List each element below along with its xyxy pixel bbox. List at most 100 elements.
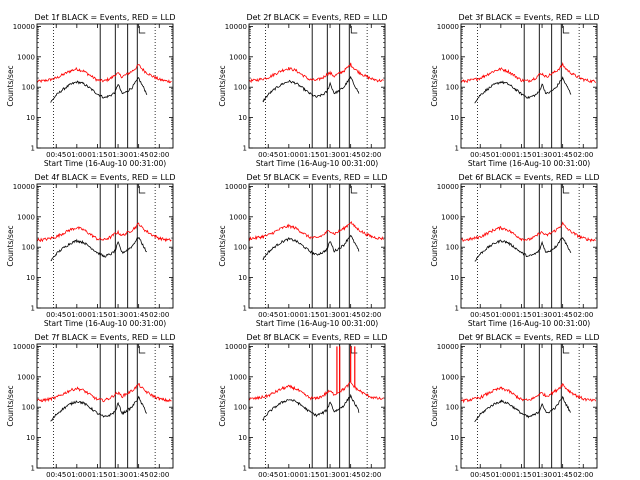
x-tick-label: 01:45: [553, 471, 573, 479]
y-tick-label: 100: [22, 244, 35, 252]
lld-series-line: [248, 62, 384, 84]
x-tick-label: 01:30: [320, 311, 340, 319]
panel-title: Det 3f BLACK = Events, RED = LLD: [458, 13, 599, 22]
y-axis-label: Counts/sec: [430, 65, 439, 106]
x-tick-label: 01:00: [279, 311, 299, 319]
x-axis-label: Start Time (16-Aug-10 00:31:00): [468, 319, 590, 328]
y-tick-label: 1000: [441, 53, 459, 61]
x-tick-label: 02:00: [361, 151, 381, 159]
lld-series-line: [460, 382, 596, 404]
y-tick-label: 1: [243, 305, 247, 313]
x-tick-label: 01:45: [341, 151, 361, 159]
panel-9: Det 9f BLACK = Events, RED = LLD 1 10 100 10…: [430, 333, 600, 480]
panel-title: Det 4f BLACK = Events, RED = LLD: [34, 173, 175, 182]
x-tick-label: 01:45: [129, 471, 149, 479]
y-tick-label: 10000: [13, 343, 35, 351]
y-tick-label: 1000: [17, 53, 35, 61]
lld-series-line: [248, 381, 384, 401]
y-tick-label: 10000: [225, 23, 247, 31]
marker-flag: [562, 26, 570, 34]
lld-series-line: [36, 383, 172, 403]
lld-series-line: [460, 221, 596, 243]
y-axis-label: Counts/sec: [218, 385, 227, 426]
panel-1: Det 1f BLACK = Events, RED = LLD 1 10 100 10…: [6, 13, 176, 168]
x-tick-label: 01:30: [532, 151, 552, 159]
x-tick-label: 00:45: [46, 311, 66, 319]
x-tick-label: 02:00: [149, 311, 169, 319]
events-series-line: [50, 77, 148, 103]
lld-series-line: [36, 222, 172, 243]
x-tick-label: 01:45: [341, 471, 361, 479]
y-tick-label: 1: [31, 465, 35, 473]
marker-flag: [562, 186, 570, 194]
events-series-line: [50, 236, 148, 262]
x-tick-label: 00:45: [470, 311, 490, 319]
x-axis-label: Start Time (16-Aug-10 00:31:00): [44, 319, 166, 328]
x-tick-label: 01:00: [67, 311, 87, 319]
plot-frame: [460, 183, 598, 309]
x-tick-label: 01:45: [129, 151, 149, 159]
panel-title: Det 9f BLACK = Events, RED = LLD: [458, 333, 599, 342]
y-tick-label: 1: [243, 145, 247, 153]
y-tick-label: 10: [450, 274, 459, 282]
y-axis-label: Counts/sec: [6, 385, 15, 426]
y-tick-label: 1000: [17, 213, 35, 221]
y-tick-label: 100: [446, 244, 459, 252]
x-tick-label: 01:45: [341, 311, 361, 319]
panel-6: Det 6f BLACK = Events, RED = LLD 1 10 100 10…: [430, 173, 600, 328]
x-tick-label: 02:00: [573, 151, 593, 159]
y-tick-label: 100: [234, 404, 247, 412]
marker-flag: [350, 26, 358, 34]
lld-series-line: [36, 64, 172, 84]
x-tick-label: 01:30: [320, 151, 340, 159]
y-tick-label: 100: [22, 404, 35, 412]
x-tick-label: 00:45: [46, 471, 66, 479]
x-axis-label: Start Time (16-Aug-10 00:31:00): [256, 319, 378, 328]
events-series-line: [262, 393, 360, 421]
x-tick-label: 01:30: [108, 311, 128, 319]
x-tick-label: 01:00: [491, 471, 511, 479]
events-series-line: [50, 395, 148, 422]
y-tick-label: 100: [234, 84, 247, 92]
y-tick-label: 10: [238, 114, 247, 122]
plot-frame: [460, 343, 598, 469]
x-tick-label: 00:45: [258, 151, 278, 159]
x-tick-label: 02:00: [573, 311, 593, 319]
y-axis-label: Counts/sec: [6, 225, 15, 266]
y-tick-label: 1000: [229, 373, 247, 381]
y-tick-label: 1: [455, 145, 459, 153]
y-tick-label: 10000: [13, 23, 35, 31]
panel-4: Det 4f BLACK = Events, RED = LLD 1 10 100 10…: [6, 173, 176, 328]
y-tick-label: 10000: [225, 183, 247, 191]
y-tick-label: 100: [446, 404, 459, 412]
panel-8: Det 8f BLACK = Events, RED = LLD 1 10 100 10…: [218, 333, 388, 480]
x-tick-label: 01:00: [279, 151, 299, 159]
y-tick-label: 10: [26, 434, 35, 442]
x-tick-label: 01:45: [553, 311, 573, 319]
y-tick-label: 10000: [437, 23, 459, 31]
y-tick-label: 10: [450, 434, 459, 442]
marker-flag: [138, 26, 146, 34]
panel-title: Det 1f BLACK = Events, RED = LLD: [34, 13, 175, 22]
x-tick-label: 00:45: [470, 151, 490, 159]
marker-flag: [138, 346, 146, 354]
y-tick-label: 10: [26, 274, 35, 282]
plot-frame: [460, 23, 598, 149]
y-tick-label: 10000: [13, 183, 35, 191]
y-axis-label: Counts/sec: [218, 225, 227, 266]
y-tick-label: 10: [238, 434, 247, 442]
x-tick-label: 02:00: [149, 151, 169, 159]
y-axis-label: Counts/sec: [430, 225, 439, 266]
y-tick-label: 1000: [229, 213, 247, 221]
x-tick-label: 00:45: [470, 471, 490, 479]
y-tick-label: 1000: [441, 373, 459, 381]
panel-title: Det 5f BLACK = Events, RED = LLD: [246, 173, 387, 182]
events-series-line: [474, 236, 572, 262]
y-axis-label: Counts/sec: [430, 385, 439, 426]
y-axis-label: Counts/sec: [6, 65, 15, 106]
x-tick-label: 00:45: [46, 151, 66, 159]
x-tick-label: 00:45: [258, 311, 278, 319]
y-tick-label: 1: [31, 145, 35, 153]
x-tick-label: 01:15: [87, 151, 107, 159]
x-tick-label: 02:00: [361, 471, 381, 479]
